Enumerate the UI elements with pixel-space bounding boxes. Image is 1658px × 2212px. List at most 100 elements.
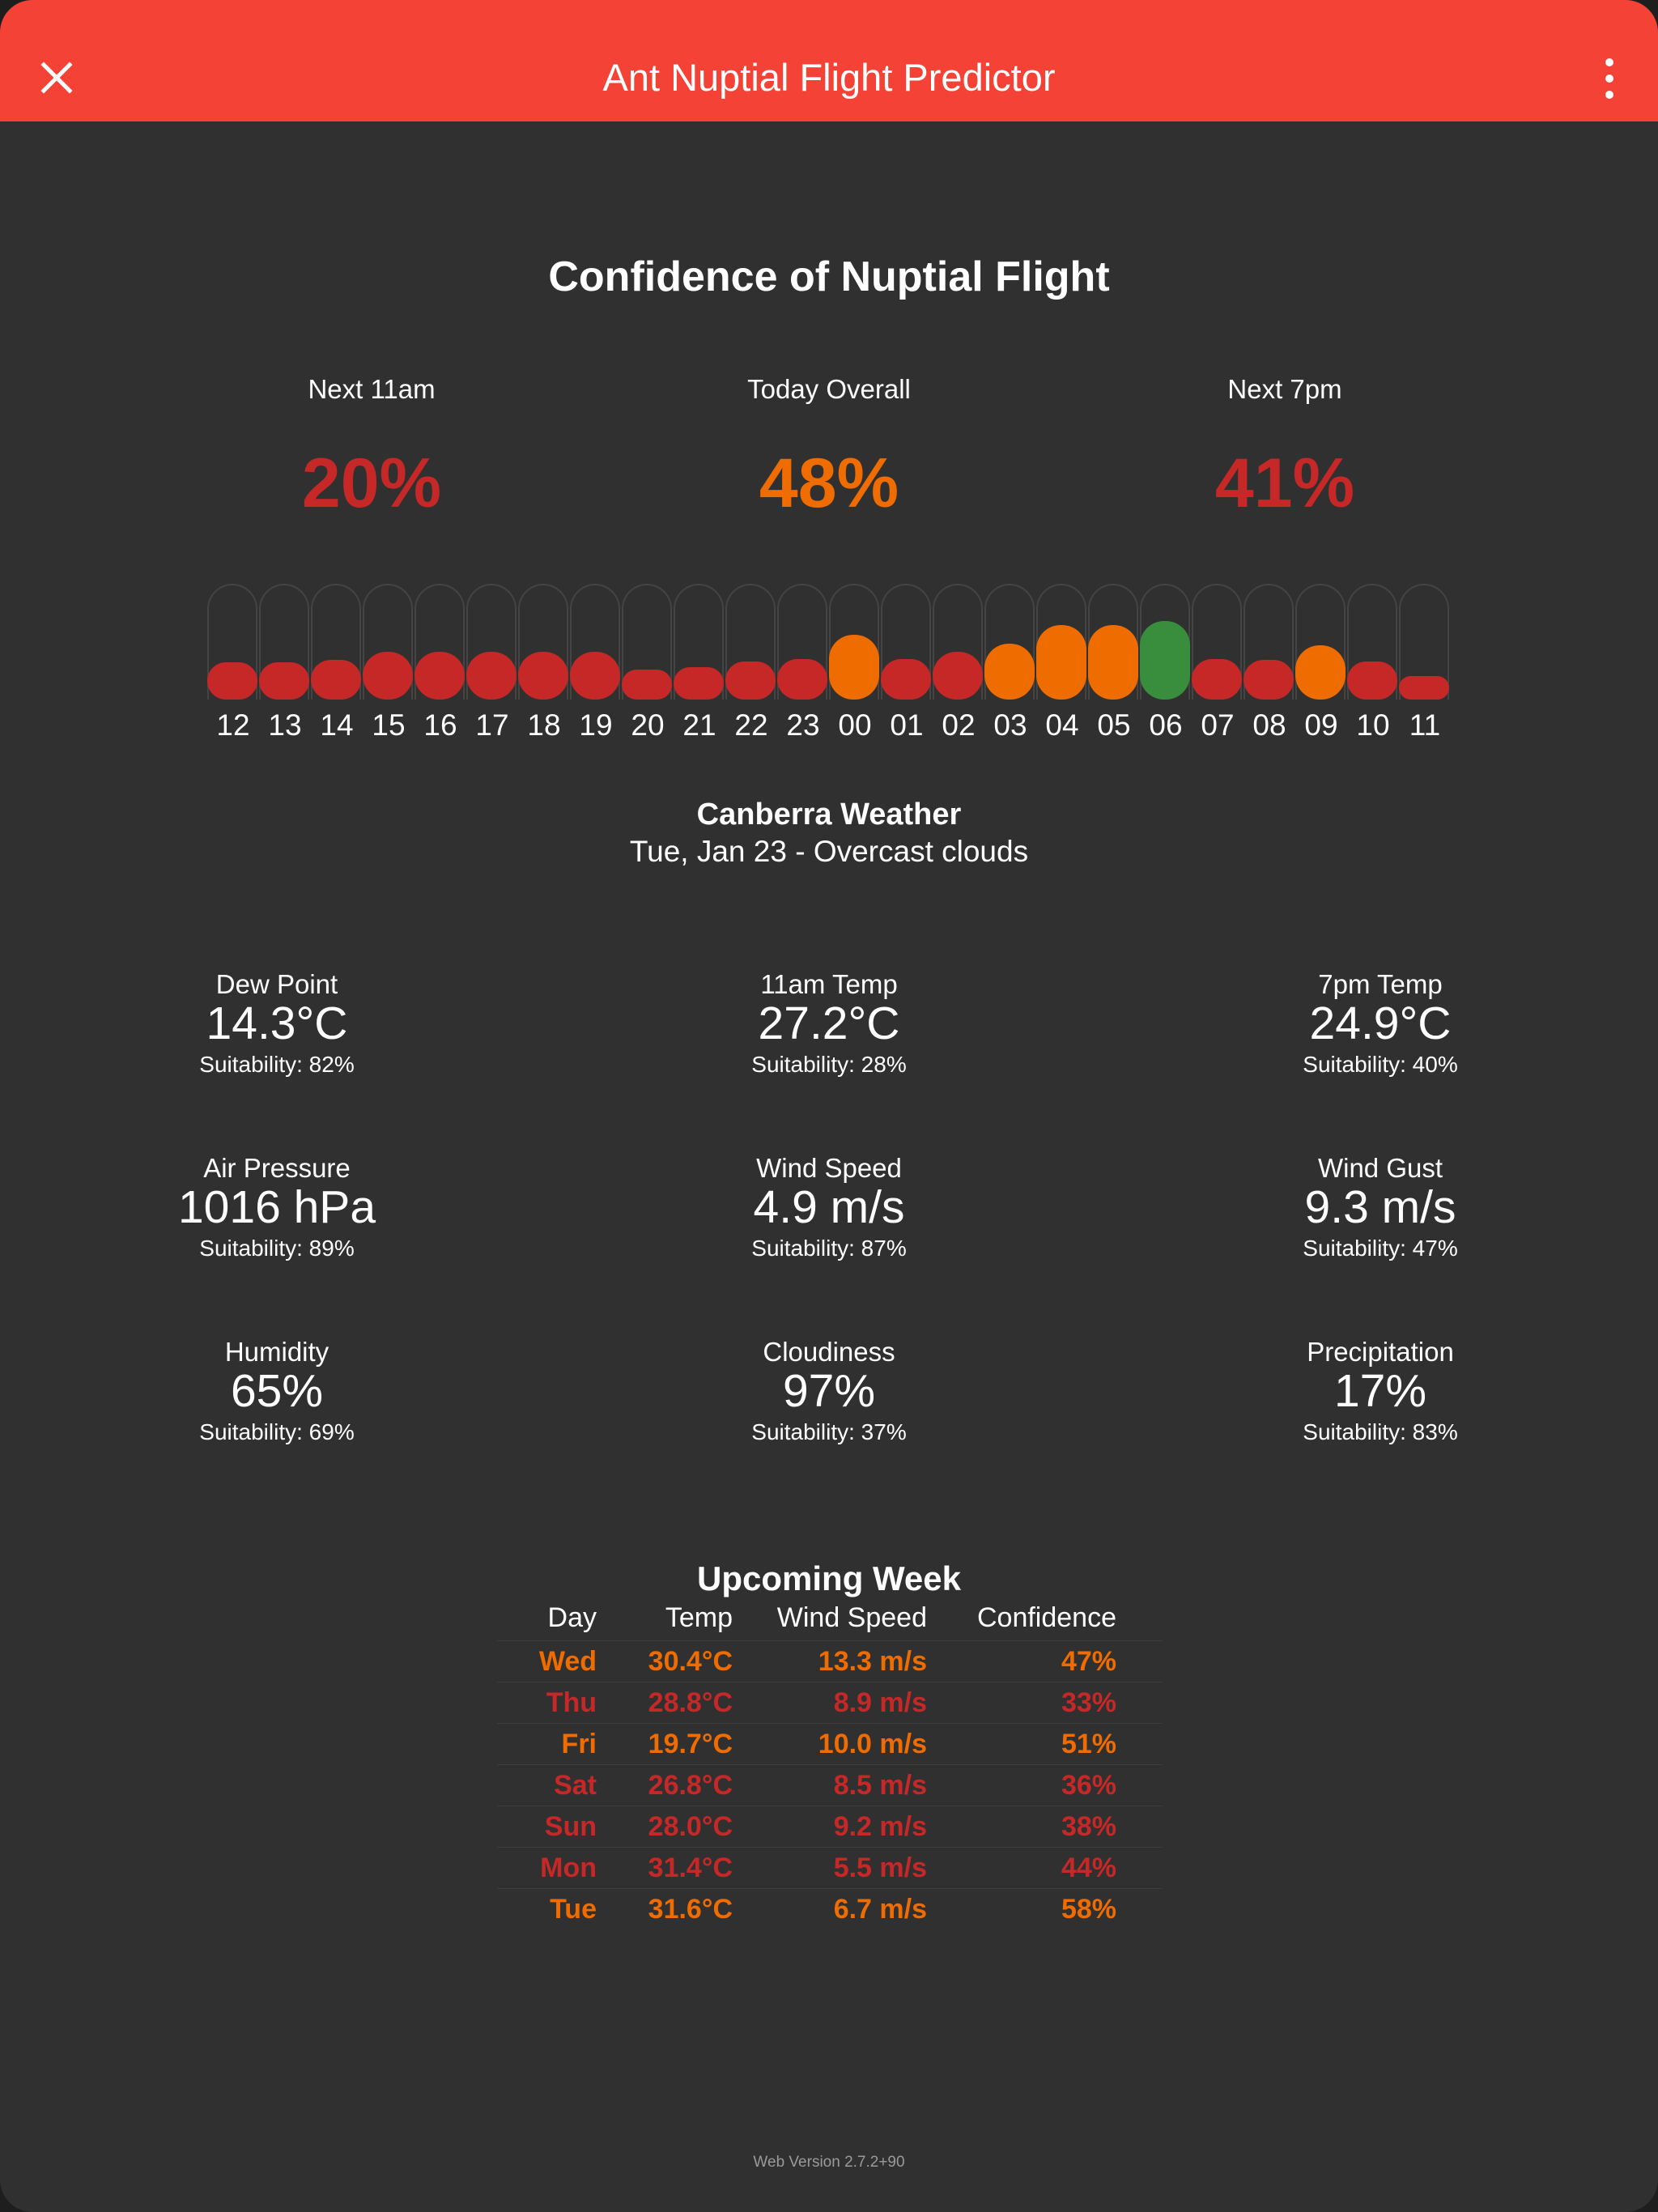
header-confidence: Confidence xyxy=(976,1602,1116,1633)
hour-label: 02 xyxy=(942,708,976,742)
metric-value: 17% xyxy=(1333,1365,1427,1417)
week-confidence: 58% xyxy=(927,1888,1116,1929)
metric-value: 97% xyxy=(782,1365,876,1417)
hour-label: 01 xyxy=(890,708,924,742)
metric-suitability: Suitability: 83% xyxy=(1303,1419,1458,1444)
header-wind: Wind Speed xyxy=(776,1602,927,1633)
hour-bar-fill xyxy=(1295,644,1346,700)
metric-label: 11am Temp xyxy=(760,969,898,999)
hour-label: 11 xyxy=(1409,708,1441,742)
hour-label: 18 xyxy=(527,708,561,742)
week-confidence: 44% xyxy=(927,1847,1116,1889)
week-temp: 31.4°C xyxy=(597,1847,733,1889)
hour-label: 04 xyxy=(1045,708,1079,742)
metric-suitability: Suitability: 40% xyxy=(1303,1052,1458,1077)
hour-bar-fill xyxy=(1088,625,1138,700)
week-confidence: 47% xyxy=(927,1640,1116,1682)
week-day: Tue xyxy=(497,1888,597,1929)
hour-bar-fill xyxy=(1347,661,1397,700)
hour-bar-fill xyxy=(829,634,879,700)
metric-label: 7pm Temp xyxy=(1318,969,1443,999)
hour-bar xyxy=(259,584,309,700)
hour-bar-fill xyxy=(674,666,724,700)
hour-bar xyxy=(622,584,672,700)
header-day: Day xyxy=(547,1602,597,1633)
hour-label: 07 xyxy=(1201,708,1235,742)
week-spacer xyxy=(1116,1682,1163,1724)
hour-bar xyxy=(725,584,776,700)
week-wind: 8.5 m/s xyxy=(733,1764,927,1806)
hour-bar xyxy=(207,584,257,700)
hour-bar xyxy=(1192,584,1242,700)
week-temp: 26.8°C xyxy=(597,1764,733,1806)
week-row: Fri 19.7°C 10.0 m/s 51% xyxy=(497,1723,1163,1765)
metric-value: 14.3°C xyxy=(206,998,348,1049)
metric-suitability: Suitability: 82% xyxy=(199,1052,355,1077)
hour-bar xyxy=(1347,584,1397,700)
confidence-title: Confidence of Nuptial Flight xyxy=(548,253,1110,300)
hour-bar xyxy=(311,584,361,700)
week-wind: 13.3 m/s xyxy=(733,1640,927,1682)
hour-bar-fill xyxy=(1192,658,1242,700)
metric-value: 24.9°C xyxy=(1309,998,1452,1049)
hour-bar-fill xyxy=(414,652,465,700)
hour-label: 19 xyxy=(579,708,613,742)
hour-bar-fill xyxy=(725,661,776,700)
week-confidence: 38% xyxy=(927,1806,1116,1848)
hour-bar xyxy=(466,584,517,700)
week-confidence: 33% xyxy=(927,1682,1116,1724)
week-temp: 30.4°C xyxy=(597,1640,733,1682)
hour-bar-fill xyxy=(777,658,827,700)
summary-percent: 41% xyxy=(1214,445,1355,522)
hour-bar-fill xyxy=(984,644,1035,700)
week-spacer xyxy=(1116,1764,1163,1806)
hour-label: 13 xyxy=(268,708,302,742)
hour-bar xyxy=(777,584,827,700)
hour-labels: 12 13 14 15 16 17 18 19 20 21 22 23 00 01 02 03 04 05 06 07… xyxy=(207,708,1451,742)
summary-percent: 20% xyxy=(301,445,442,522)
hour-bar-fill xyxy=(933,652,983,700)
summary-label: Next 7pm xyxy=(1227,374,1342,404)
week-wind: 10.0 m/s xyxy=(733,1723,927,1765)
summary-label: Today Overall xyxy=(747,374,911,404)
hour-bar-fill xyxy=(207,662,257,700)
hour-label: 12 xyxy=(216,708,250,742)
week-spacer xyxy=(1116,1847,1163,1889)
hour-label: 20 xyxy=(631,708,665,742)
hour-label: 17 xyxy=(475,708,509,742)
hour-bar-fill xyxy=(1399,676,1449,700)
hour-label: 16 xyxy=(423,708,457,742)
week-table: Day Temp Wind Speed Confidence Wed 30.4°… xyxy=(497,1600,1163,1929)
hour-bar-fill xyxy=(1140,620,1190,700)
metric-value: 4.9 m/s xyxy=(753,1181,905,1233)
app-bar: Ant Nuptial Flight Predictor xyxy=(0,0,1658,121)
week-day: Wed xyxy=(497,1640,597,1682)
header-temp: Temp xyxy=(665,1602,733,1633)
week-temp: 31.6°C xyxy=(597,1888,733,1929)
metric-suitability: Suitability: 28% xyxy=(751,1052,907,1077)
hour-bar-fill xyxy=(881,658,931,700)
metric-label: Precipitation xyxy=(1307,1337,1454,1367)
week-row: Thu 28.8°C 8.9 m/s 33% xyxy=(497,1682,1163,1724)
hour-bar xyxy=(829,584,879,700)
hour-bar xyxy=(1088,584,1138,700)
app-title: Ant Nuptial Flight Predictor xyxy=(602,56,1056,99)
week-title: Upcoming Week xyxy=(697,1559,961,1597)
week-confidence: 36% xyxy=(927,1764,1116,1806)
more-vert-icon[interactable] xyxy=(1593,58,1626,99)
summary-label: Next 11am xyxy=(308,374,436,404)
hour-bar xyxy=(363,584,413,700)
week-temp: 28.8°C xyxy=(597,1682,733,1724)
hour-bar-fill xyxy=(311,660,361,700)
metric-label: Wind Speed xyxy=(756,1153,902,1183)
hour-bar xyxy=(414,584,465,700)
metric-suitability: Suitability: 89% xyxy=(199,1236,355,1261)
hour-label: 15 xyxy=(372,708,406,742)
close-icon[interactable] xyxy=(39,60,74,96)
week-day: Thu xyxy=(497,1682,597,1724)
metric-suitability: Suitability: 47% xyxy=(1303,1236,1458,1261)
week-spacer xyxy=(1116,1888,1163,1929)
week-temp: 28.0°C xyxy=(597,1806,733,1848)
hour-label: 09 xyxy=(1304,708,1338,742)
hour-bar xyxy=(881,584,931,700)
